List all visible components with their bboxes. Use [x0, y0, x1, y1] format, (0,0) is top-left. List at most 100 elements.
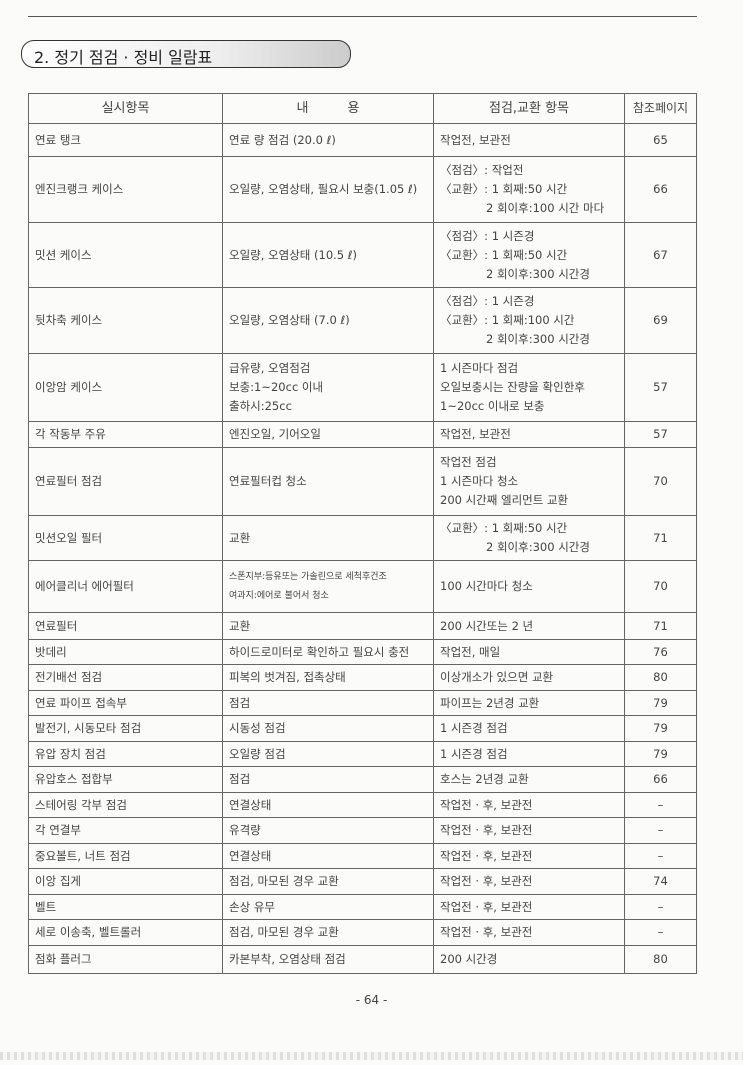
cell-line: 연결상태 — [229, 848, 272, 863]
cell-content: 오일량, 오염상태, 필요시 보충(1.05 ℓ) — [222, 156, 434, 223]
cell-line: 호스는 2년경 교환 — [440, 772, 529, 786]
cell-item: 엔진크랭크 케이스 — [28, 156, 223, 223]
cell-item: 밋션오일 필터 — [28, 515, 223, 561]
cell-item: 중요볼트, 너트 점검 — [28, 843, 223, 869]
table-row: 각 연결부 유격량 작업전 · 후, 보관전 – — [28, 817, 697, 844]
table-row: 밧데리 하이드로미터로 확인하고 필요시 충전 작업전, 매일 76 — [28, 639, 697, 665]
cell-content: 유격량 — [222, 817, 434, 844]
cell-item: 연료 파이프 접속부 — [28, 690, 223, 716]
cell-page: 57 — [624, 421, 697, 448]
cell-item: 이앙 집게 — [28, 868, 223, 895]
cell-line: 작업전, 보관전 — [440, 427, 511, 441]
cell-line: 연료 탱크 — [35, 132, 81, 147]
cell-check: 작업전 · 후, 보관전 — [433, 919, 625, 946]
cell-content: 엔진오일, 기어오일 — [222, 421, 434, 448]
cell-check: 작업전 · 후, 보관전 — [433, 868, 625, 895]
table-row: 스테어링 각부 점검 연결상태 작업전 · 후, 보관전 – — [28, 792, 697, 818]
cell-content: 점검 — [222, 690, 434, 716]
cell-content: 급유량, 오염점검 보충:1~20cc 이내 출하시:25cc — [222, 353, 434, 422]
cell-page: 76 — [624, 639, 697, 665]
cell-line: 200 시간째 엘리먼트 교환 — [440, 493, 569, 507]
cell-line: 이상개소가 있으면 교환 — [440, 670, 554, 684]
table-row: 연료 탱크 연료 량 점검 (20.0 ℓ) 작업전, 보관전 65 — [28, 123, 697, 157]
cell-line: 오일량 점검 — [229, 746, 286, 761]
cell-line: 전기배선 점검 — [35, 670, 103, 684]
cell-page: – — [624, 817, 697, 844]
cell-item: 유압호스 접합부 — [28, 766, 223, 793]
header-check: 점검,교환 항목 — [433, 93, 625, 124]
cell-item: 연료필터 점검 — [28, 447, 223, 516]
cell-line: 피복의 벗겨짐, 접촉상태 — [229, 670, 346, 684]
cell-check: 1 시즌마다 점검 오일보충시는 잔량을 확인한후 1~20cc 이내로 보충 — [433, 353, 625, 422]
cell-page: 69 — [624, 287, 697, 354]
cell-check: 100 시간마다 청소 — [433, 560, 625, 613]
cell-line: 오일량, 오염상태 (7.0 ℓ) — [229, 313, 350, 327]
cell-line: 유압호스 접합부 — [35, 772, 113, 786]
scan-edge — [0, 1052, 743, 1060]
cell-line: 엔진크랭크 케이스 — [35, 182, 124, 196]
cell-line: 1 시즌경 점검 — [440, 721, 508, 735]
cell-content: 손상 유무 — [222, 894, 434, 920]
table-row: 이앙 집게 점검, 마모된 경우 교환 작업전 · 후, 보관전 74 — [28, 868, 697, 895]
cell-line: 작업전, 매일 — [440, 644, 501, 659]
table-row: 엔진크랭크 케이스 오일량, 오염상태, 필요시 보충(1.05 ℓ) 〈점검〉: … — [28, 156, 697, 223]
cell-line: 밋션 케이스 — [35, 247, 92, 262]
cell-page: 79 — [624, 690, 697, 716]
cell-page: – — [624, 894, 697, 920]
cell-line: 점검, 마모된 경우 교환 — [229, 925, 339, 939]
cell-line: 파이프는 2년경 교환 — [440, 695, 540, 710]
cell-item: 에어클리너 에어필터 — [28, 560, 223, 613]
cell-check: 이상개소가 있으면 교환 — [433, 664, 625, 691]
cell-check: 호스는 2년경 교환 — [433, 766, 625, 793]
cell-line: 1~20cc 이내로 보충 — [440, 399, 545, 413]
cell-line: 작업전 · 후, 보관전 — [440, 925, 533, 939]
cell-line: 1 시즌마다 점검 — [440, 361, 519, 375]
table-row: 이앙암 케이스 급유량, 오염점검 보충:1~20cc 이내 출하시:25cc 1 시즌… — [28, 353, 697, 422]
cell-page: – — [624, 843, 697, 869]
cell-check: 1 시즌경 점검 — [433, 715, 625, 742]
cell-page: – — [624, 792, 697, 818]
cell-page: 70 — [624, 447, 697, 516]
cell-line: 2 회이후:300 시간경 — [486, 266, 590, 281]
cell-check: 1 시즌경 점검 — [433, 741, 625, 767]
cell-check: 〈점검〉: 1 시즌경 〈교환〉: 1 회째:100 시간 2 회이후:300 시간… — [433, 287, 625, 354]
cell-line: 작업전 · 후, 보관전 — [440, 797, 533, 812]
cell-line: 여과지:에어로 불어서 청소 — [229, 590, 329, 601]
cell-content: 점검, 마모된 경우 교환 — [222, 868, 434, 895]
cell-page: 67 — [624, 222, 697, 288]
cell-line: 작업전 · 후, 보관전 — [440, 899, 533, 914]
cell-check: 〈점검〉: 작업전 〈교환〉: 1 회째:50 시간 2 회이후:100 시간 마다 — [433, 156, 625, 223]
cell-item: 전기배선 점검 — [28, 664, 223, 691]
cell-item: 연료 탱크 — [28, 123, 223, 157]
cell-content: 시동성 점검 — [222, 715, 434, 742]
cell-content: 연료 량 점검 (20.0 ℓ) — [222, 123, 434, 157]
cell-line: 200 시간경 — [440, 952, 498, 966]
table-row: 유압 장치 점검 오일량 점검 1 시즌경 점검 79 — [28, 741, 697, 767]
cell-line: 작업전 점검 — [440, 455, 497, 469]
cell-check: 작업전 · 후, 보관전 — [433, 894, 625, 920]
cell-page: 71 — [624, 612, 697, 640]
cell-page: 80 — [624, 664, 697, 691]
section-title: 2. 정기 점검 · 정비 일람표 — [34, 48, 213, 67]
cell-page: 65 — [624, 123, 697, 157]
header-rule — [28, 16, 697, 17]
cell-check: 200 시간또는 2 년 — [433, 612, 625, 640]
cell-content: 오일량, 오염상태 (7.0 ℓ) — [222, 287, 434, 354]
cell-page: 71 — [624, 515, 697, 561]
cell-line: 뒷차축 케이스 — [35, 313, 103, 327]
cell-check: 작업전 점검 1 시즌마다 청소 200 시간째 엘리먼트 교환 — [433, 447, 625, 516]
cell-line: 〈교환〉: 1 회째:100 시간 — [440, 313, 575, 327]
cell-line: 〈점검〉: 1 시즌경 — [440, 294, 535, 308]
cell-page: 57 — [624, 353, 697, 422]
cell-line: 〈점검〉: 1 시즌경 — [440, 228, 535, 243]
cell-check: 작업전 · 후, 보관전 — [433, 792, 625, 818]
header-page: 참조페이지 — [624, 93, 697, 124]
cell-line: 시동성 점검 — [229, 721, 286, 735]
cell-line: 각 작동부 주유 — [35, 427, 106, 441]
table-row: 유압호스 접합부 점검 호스는 2년경 교환 66 — [28, 766, 697, 793]
cell-content: 연료필터컵 청소 — [222, 447, 434, 516]
table-row: 각 작동부 주유 엔진오일, 기어오일 작업전, 보관전 57 — [28, 421, 697, 448]
cell-line: 작업전, 보관전 — [440, 132, 511, 147]
cell-line: 교환 — [229, 530, 251, 545]
cell-item: 각 작동부 주유 — [28, 421, 223, 448]
